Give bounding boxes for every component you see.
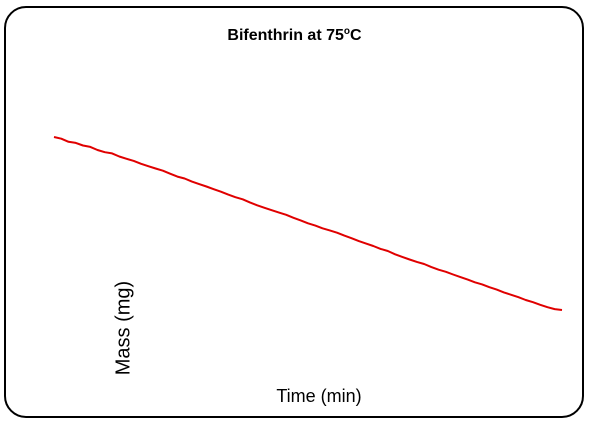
chart-title-unit: C	[350, 27, 362, 44]
chart-title-degree: o	[343, 26, 350, 37]
chart-frame	[4, 6, 584, 418]
chart-title-main: Bifenthrin at 75	[227, 27, 344, 44]
chart-title: Bifenthrin at 75oC	[0, 26, 589, 45]
x-axis-label: Time (min)	[276, 386, 362, 406]
series-line-0	[53, 136, 563, 311]
y-axis-label: Mass (mg)	[112, 280, 135, 376]
